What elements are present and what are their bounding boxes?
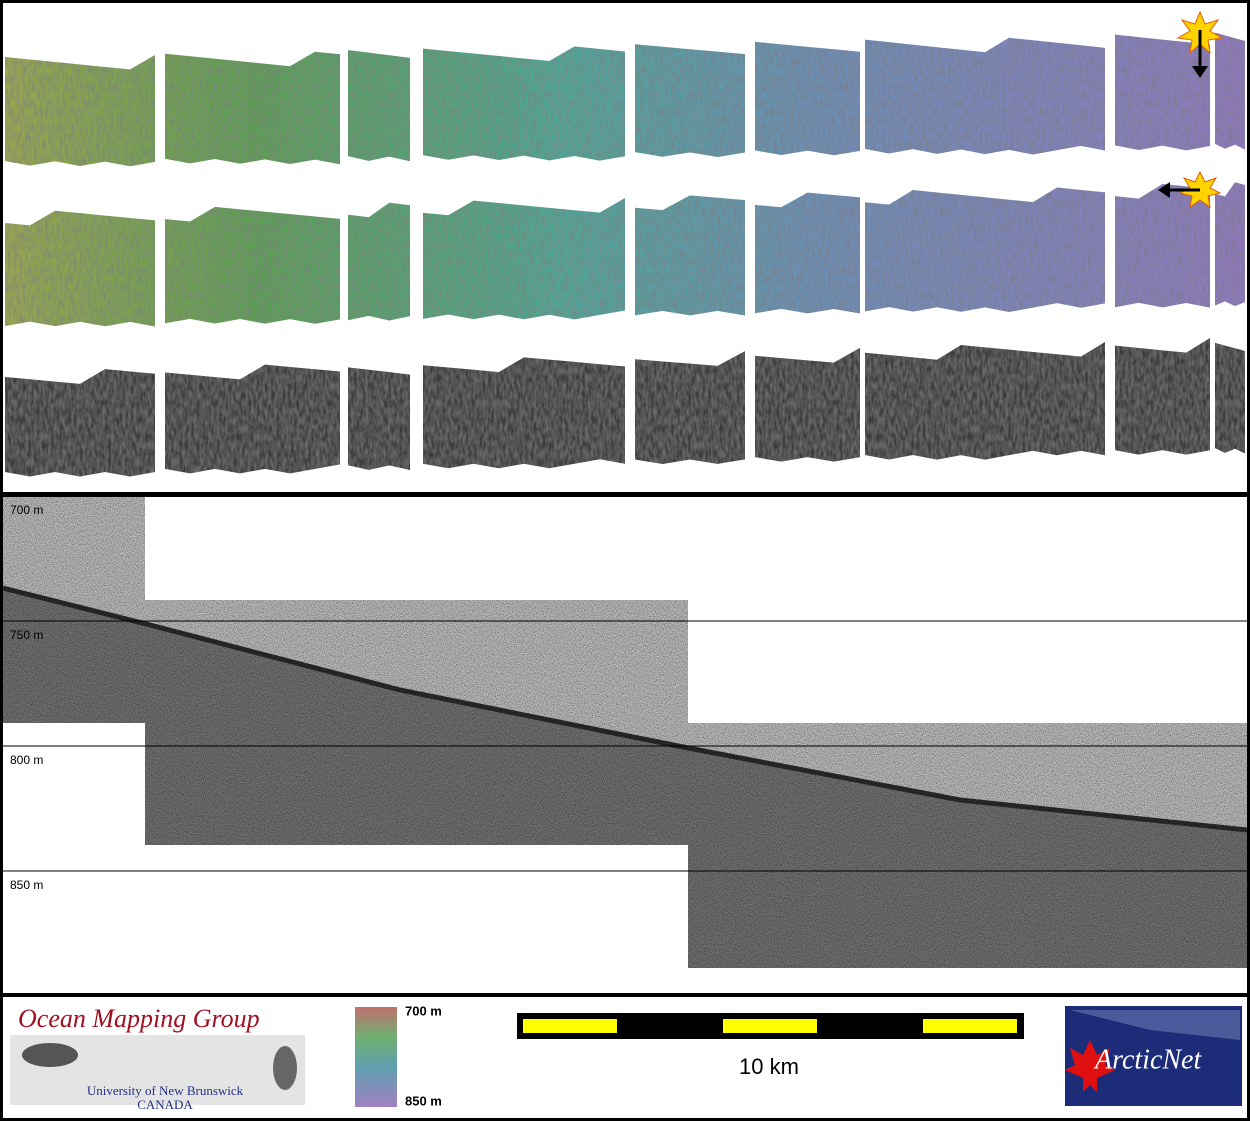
logo-country: CANADA (137, 1097, 193, 1112)
swath-strip (5, 337, 1245, 477)
swath-strips (5, 32, 1245, 477)
swath-block (1115, 337, 1210, 455)
colorbar (355, 1007, 397, 1107)
swath-block (165, 364, 340, 474)
depth-lines (3, 620, 1247, 872)
logo-subtitle: University of New Brunswick (87, 1083, 244, 1098)
swath-block (635, 195, 745, 316)
swath-block (1215, 342, 1245, 454)
swath-block (348, 50, 410, 162)
omg-logo: Ocean Mapping Group University of New Br… (10, 1004, 305, 1112)
depth-label: 850 m (10, 878, 43, 892)
swath-block (865, 341, 1105, 460)
swath-block (5, 210, 155, 327)
swath-block (423, 46, 625, 161)
swath-strip (5, 182, 1245, 327)
swath-block (1115, 34, 1210, 151)
swath-block (423, 357, 625, 469)
swath-block (635, 351, 745, 465)
sun-icon (1158, 10, 1224, 209)
swath-block (865, 37, 1105, 155)
swath-block (755, 41, 860, 156)
swath-block (755, 192, 860, 314)
swath-block (423, 198, 625, 320)
swath-strip (5, 32, 1245, 167)
swath-block (865, 187, 1105, 312)
swath-block (165, 51, 340, 165)
swath-block (1215, 182, 1245, 307)
swath-block (1215, 32, 1245, 150)
swath-block (5, 54, 155, 167)
depth-label: 800 m (10, 753, 43, 767)
swath-block (348, 367, 410, 470)
scale-bar-label: 10 km (739, 1054, 799, 1079)
swath-block (5, 369, 155, 477)
colorbar-label: 700 m (405, 1003, 442, 1018)
depth-label: 700 m (10, 503, 43, 517)
logo-title: Ocean Mapping Group (18, 1004, 260, 1033)
swath-block (755, 347, 860, 462)
swath-block (165, 206, 340, 324)
swath-block (348, 202, 410, 321)
colorbar-label: 850 m (405, 1093, 442, 1108)
arcticnet-logo: ArcticNet (1065, 1006, 1242, 1106)
swath-block (635, 44, 745, 157)
partner-logo-text: ArcticNet (1093, 1044, 1202, 1075)
swath-block (1115, 183, 1210, 308)
scale-bar (517, 1013, 1024, 1039)
depth-label: 750 m (10, 628, 43, 642)
